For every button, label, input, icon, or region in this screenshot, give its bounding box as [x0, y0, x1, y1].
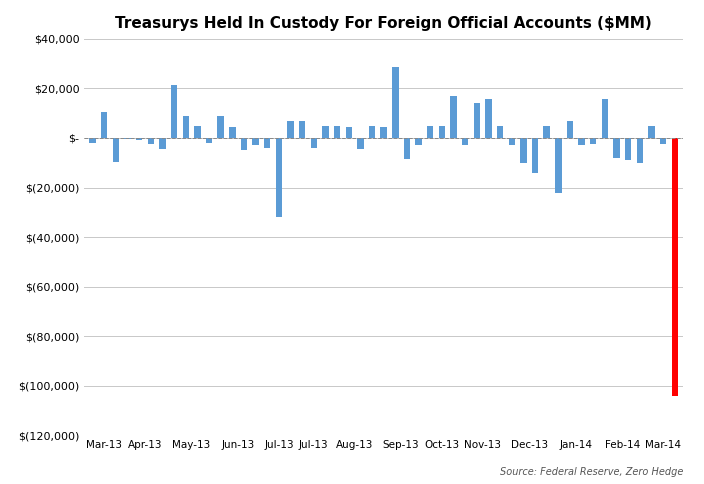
Bar [113, 138, 119, 162]
Bar [590, 138, 596, 144]
Bar [427, 125, 434, 138]
Text: Source: Federal Reserve, Zero Hedge: Source: Federal Reserve, Zero Hedge [500, 467, 683, 477]
Bar [555, 138, 562, 193]
Bar [229, 127, 236, 138]
Bar [508, 138, 515, 145]
Bar [520, 138, 527, 163]
Bar [182, 116, 189, 138]
Bar [241, 138, 247, 151]
Bar [322, 125, 329, 138]
Bar [579, 138, 585, 145]
Bar [613, 138, 620, 158]
Bar [602, 100, 608, 138]
Title: Treasurys Held In Custody For Foreign Official Accounts ($MM): Treasurys Held In Custody For Foreign Of… [115, 15, 652, 30]
Bar [101, 112, 108, 138]
Bar [264, 138, 270, 148]
Bar [451, 96, 457, 138]
Bar [625, 138, 631, 160]
Bar [194, 125, 201, 138]
Bar [532, 138, 539, 173]
Bar [648, 125, 655, 138]
Bar [474, 103, 480, 138]
Bar [392, 67, 398, 138]
Bar [148, 138, 154, 144]
Bar [462, 138, 468, 145]
Bar [287, 121, 294, 138]
Bar [89, 138, 96, 143]
Bar [334, 125, 340, 138]
Bar [276, 138, 282, 217]
Bar [369, 125, 375, 138]
Bar [660, 138, 666, 144]
Bar [485, 100, 491, 138]
Bar [672, 138, 678, 396]
Bar [346, 127, 352, 138]
Bar [218, 116, 224, 138]
Bar [636, 138, 643, 163]
Bar [380, 127, 387, 138]
Bar [404, 138, 410, 159]
Bar [415, 138, 422, 145]
Bar [125, 138, 131, 139]
Bar [299, 121, 306, 138]
Bar [543, 125, 550, 138]
Bar [136, 138, 142, 140]
Bar [171, 85, 177, 138]
Bar [567, 121, 573, 138]
Bar [310, 138, 317, 148]
Bar [253, 138, 259, 145]
Bar [497, 125, 503, 138]
Bar [206, 138, 212, 143]
Bar [159, 138, 165, 149]
Bar [357, 138, 363, 149]
Bar [439, 125, 445, 138]
